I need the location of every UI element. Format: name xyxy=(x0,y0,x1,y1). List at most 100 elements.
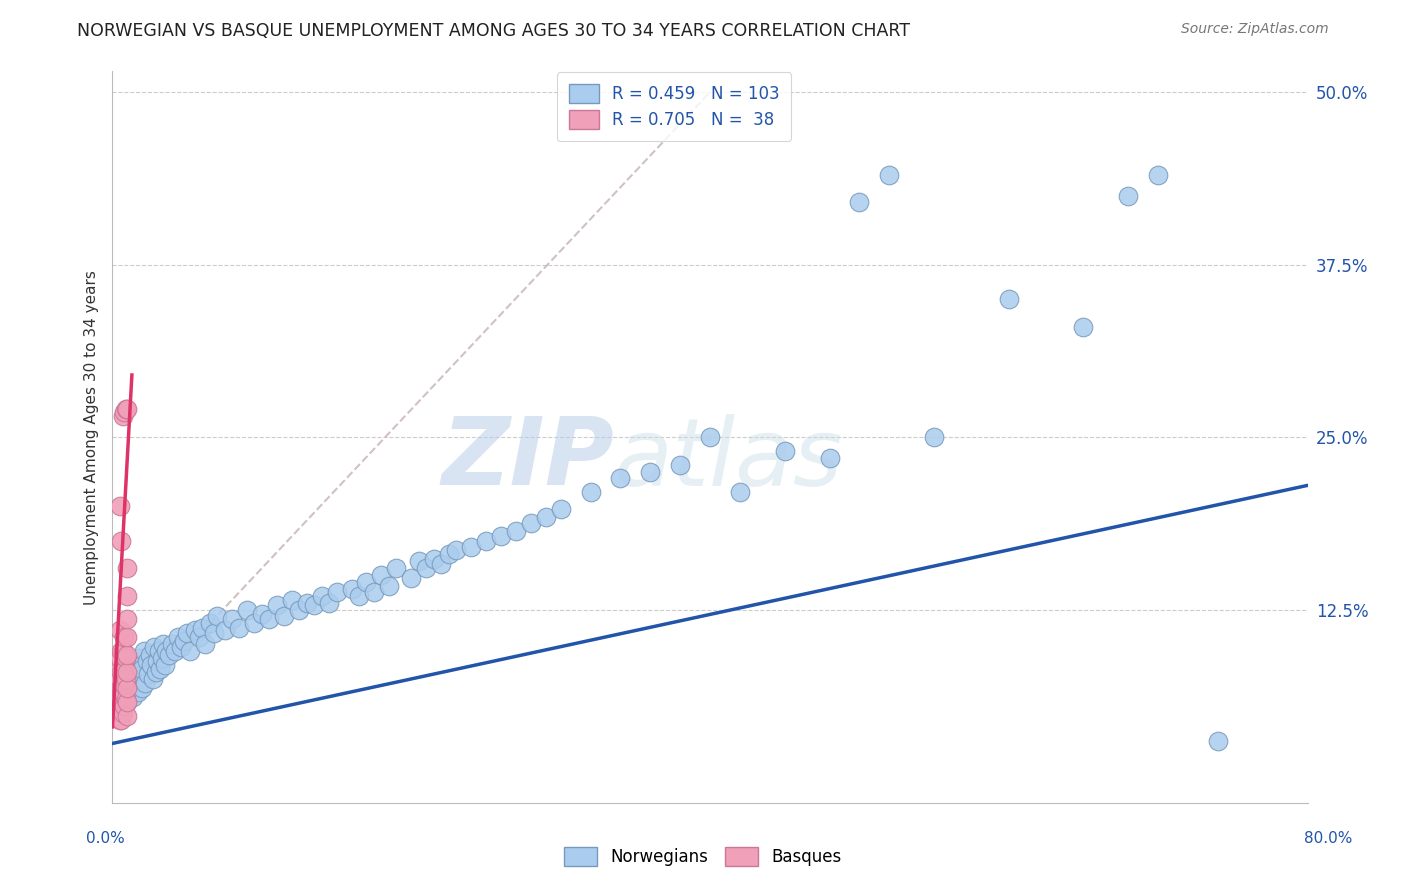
Text: NORWEGIAN VS BASQUE UNEMPLOYMENT AMONG AGES 30 TO 34 YEARS CORRELATION CHART: NORWEGIAN VS BASQUE UNEMPLOYMENT AMONG A… xyxy=(77,22,910,40)
Point xyxy=(117,589,139,603)
Point xyxy=(243,616,266,631)
Point xyxy=(127,685,149,699)
Point xyxy=(444,543,467,558)
Point xyxy=(188,630,211,644)
Point xyxy=(114,678,135,692)
Point xyxy=(295,596,318,610)
Point xyxy=(125,667,148,681)
Point xyxy=(114,405,135,419)
Point xyxy=(114,630,135,644)
Point xyxy=(121,665,143,679)
Point xyxy=(728,485,751,500)
Point xyxy=(117,695,139,709)
Point xyxy=(162,637,183,651)
Point xyxy=(1073,319,1095,334)
Point xyxy=(520,516,543,530)
Point xyxy=(122,690,145,704)
Point xyxy=(165,644,187,658)
Point xyxy=(115,685,138,699)
Point xyxy=(111,409,134,424)
Point xyxy=(437,548,460,562)
Point xyxy=(153,657,176,672)
Point xyxy=(236,602,259,616)
Point xyxy=(111,665,134,679)
Point xyxy=(415,561,437,575)
Text: ZIP: ZIP xyxy=(441,413,614,505)
Point xyxy=(489,529,512,543)
Point xyxy=(128,651,150,665)
Point xyxy=(149,662,172,676)
Point xyxy=(370,568,392,582)
Point xyxy=(146,654,169,668)
Point xyxy=(129,672,152,686)
Point xyxy=(117,681,139,696)
Point xyxy=(579,485,602,500)
Point xyxy=(110,713,132,727)
Point xyxy=(311,589,333,603)
Point xyxy=(117,561,139,575)
Point xyxy=(202,626,225,640)
Point xyxy=(111,644,134,658)
Point xyxy=(170,640,193,654)
Point xyxy=(117,612,139,626)
Point xyxy=(114,699,135,714)
Point xyxy=(176,626,198,640)
Point xyxy=(145,665,167,679)
Point xyxy=(221,612,243,626)
Point xyxy=(998,292,1021,306)
Point xyxy=(183,624,205,638)
Point xyxy=(534,510,557,524)
Point xyxy=(818,450,841,465)
Point xyxy=(191,621,214,635)
Point xyxy=(325,584,347,599)
Point xyxy=(107,692,129,706)
Point xyxy=(139,648,162,662)
Point xyxy=(142,672,165,686)
Point xyxy=(550,501,572,516)
Point xyxy=(214,624,236,638)
Text: atlas: atlas xyxy=(614,414,842,505)
Point xyxy=(205,609,228,624)
Text: 80.0%: 80.0% xyxy=(1305,831,1353,846)
Point xyxy=(108,624,131,638)
Point xyxy=(117,695,139,709)
Point xyxy=(114,678,135,692)
Legend: R = 0.459   N = 103, R = 0.705   N =  38: R = 0.459 N = 103, R = 0.705 N = 38 xyxy=(557,72,792,141)
Point xyxy=(422,551,444,566)
Point xyxy=(117,672,139,686)
Point xyxy=(124,657,146,672)
Point xyxy=(115,651,138,665)
Point xyxy=(281,593,304,607)
Point xyxy=(105,706,128,720)
Point xyxy=(150,651,173,665)
Point xyxy=(117,665,139,679)
Point xyxy=(356,574,378,589)
Point xyxy=(179,644,201,658)
Point xyxy=(699,430,721,444)
Point xyxy=(117,709,139,723)
Point xyxy=(138,667,160,681)
Point xyxy=(640,465,662,479)
Point xyxy=(475,533,498,548)
Point xyxy=(1206,733,1229,747)
Point xyxy=(108,499,131,513)
Point xyxy=(117,630,139,644)
Point xyxy=(118,681,141,696)
Text: 0.0%: 0.0% xyxy=(86,831,125,846)
Point xyxy=(259,612,281,626)
Point xyxy=(108,692,131,706)
Point xyxy=(1147,168,1170,182)
Point xyxy=(228,621,250,635)
Point xyxy=(108,713,131,727)
Point xyxy=(152,637,174,651)
Point xyxy=(120,675,142,690)
Point xyxy=(108,651,131,665)
Point xyxy=(347,589,370,603)
Point xyxy=(111,699,134,714)
Y-axis label: Unemployment Among Ages 30 to 34 years: Unemployment Among Ages 30 to 34 years xyxy=(83,269,98,605)
Point xyxy=(107,665,129,679)
Point xyxy=(266,599,288,613)
Point xyxy=(115,692,138,706)
Point xyxy=(110,681,132,696)
Point xyxy=(408,554,430,568)
